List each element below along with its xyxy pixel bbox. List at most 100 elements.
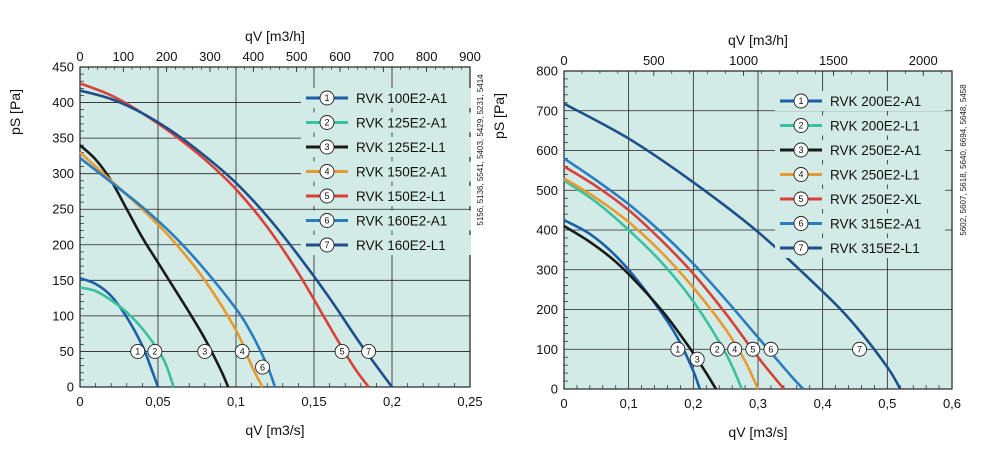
side-reference-note: 5156, 5136, 5541, 5403, 5429, 5231, 5414 [476, 74, 485, 226]
x2-tick-label: 900 [459, 49, 481, 64]
legend-label: RVK 250E2-A1 [830, 143, 921, 158]
series-marker-4 [727, 341, 743, 357]
x2-tick-label: 400 [242, 49, 264, 64]
series-line-7 [79, 89, 394, 388]
legend-bg [775, 91, 945, 111]
series-marker-3 [689, 351, 705, 367]
x-tick-label: 0 [76, 394, 83, 409]
legend-marker-label: 7 [324, 240, 329, 250]
legend-label: RVK 160E2-L1 [356, 238, 446, 253]
series-line-4 [563, 177, 760, 390]
x-tick-label: 0,5 [878, 396, 896, 411]
x-tick-label: 0,1 [620, 396, 638, 411]
legend-bg [301, 112, 471, 133]
series-marker-label: 6 [260, 362, 265, 372]
legend-marker [793, 93, 809, 109]
x2-tick-label: 200 [156, 49, 178, 64]
y-axis-label: pS [Pa] [7, 89, 23, 135]
y-tick-label: 300 [52, 166, 74, 181]
y-tick-label: 0 [551, 382, 558, 397]
series-marker-6 [763, 341, 779, 357]
series-line-1 [79, 276, 160, 388]
x-tick-label: 0,1 [227, 394, 245, 409]
y-tick-label: 450 [52, 60, 74, 75]
x2-tick-label: 1500 [819, 53, 848, 68]
series-marker-4 [234, 343, 250, 359]
y-tick-label: 200 [536, 302, 558, 317]
series-marker-label: 1 [675, 344, 680, 354]
y-tick-label: 300 [536, 262, 558, 277]
y-tick-label: 150 [52, 273, 74, 288]
legend-label: RVK 150E2-L1 [356, 189, 446, 204]
legend-marker [793, 216, 809, 231]
series-marker-label: 1 [135, 347, 140, 357]
legend-marker-label: 7 [798, 243, 803, 253]
y-axis-label: pS [Pa] [491, 93, 507, 139]
y-tick-label: 350 [52, 131, 74, 146]
series-marker-label: 5 [340, 347, 345, 357]
y-tick-label: 100 [536, 342, 558, 357]
x2-tick-label: 700 [372, 49, 394, 64]
legend-marker [319, 164, 335, 179]
series-line-2 [563, 179, 744, 390]
legend-marker [793, 191, 809, 207]
x2-axis-label: qV [m3/h] [245, 28, 305, 44]
legend-bg [775, 213, 945, 234]
x2-tick-label: 300 [199, 49, 221, 64]
y-tick-label: 200 [52, 237, 74, 252]
series-marker-label: 7 [857, 344, 862, 354]
series-marker-label: 5 [750, 344, 755, 354]
y-tick-label: 400 [536, 223, 558, 238]
y-tick-label: 500 [536, 183, 558, 198]
series-marker-label: 3 [695, 354, 700, 364]
legend-marker [319, 139, 335, 155]
legend-marker [319, 213, 335, 228]
y-tick-label: 0 [67, 380, 74, 395]
legend-bg [775, 189, 945, 209]
legend-marker-label: 6 [798, 219, 803, 229]
legend-label: RVK 125E2-A1 [356, 116, 447, 131]
x2-tick-label: 2000 [909, 53, 938, 68]
legend-marker-label: 3 [798, 145, 803, 155]
y-tick-label: 700 [536, 103, 558, 118]
series-marker-label: 6 [768, 344, 773, 354]
series-marker-5 [745, 341, 761, 357]
legend-marker-label: 2 [324, 118, 329, 128]
legend-bg [775, 238, 945, 258]
legend-bg [301, 161, 471, 182]
series-marker-6 [255, 359, 270, 375]
series-line-6 [79, 156, 277, 388]
legend-label: RVK 250E2-L1 [830, 168, 920, 183]
legend-bg [775, 164, 945, 185]
legend-bg [301, 210, 471, 231]
x-tick-label: 0,15 [301, 394, 326, 409]
x-tick-label: 0,25 [457, 394, 482, 409]
legend-marker-label: 1 [324, 93, 329, 103]
legend-label: RVK 160E2-A1 [356, 214, 447, 229]
series-marker-2 [147, 343, 163, 359]
side-reference-note: 5602, 5607, 5618, 5640, 6694, 5648, 5458 [959, 84, 968, 236]
legend-marker [793, 167, 809, 182]
legend-marker [793, 142, 809, 158]
x-axis-label: qV [m3/s] [245, 422, 304, 438]
legend-label: RVK 200E2-L1 [830, 119, 920, 134]
legend-marker-label: 4 [798, 170, 803, 180]
y-tick-label: 800 [536, 64, 558, 79]
legend-marker [319, 237, 335, 253]
x2-axis-label: qV [m3/h] [728, 32, 788, 48]
x-axis-label: qV [m3/s] [728, 424, 787, 440]
series-marker-label: 4 [240, 347, 245, 357]
legend-label: RVK 250E2-XL [830, 192, 922, 207]
legend-label: RVK 150E2-A1 [356, 165, 447, 180]
series-line-2 [79, 286, 175, 388]
x2-tick-label: 0 [76, 49, 83, 64]
legend-label: RVK 100E2-A1 [356, 91, 447, 106]
series-marker-label: 3 [202, 347, 207, 357]
series-line-6 [563, 157, 805, 390]
series-marker-3 [197, 343, 213, 359]
series-line-3 [563, 224, 718, 390]
x2-tick-label: 1000 [729, 53, 758, 68]
series-marker-label: 2 [715, 344, 720, 354]
